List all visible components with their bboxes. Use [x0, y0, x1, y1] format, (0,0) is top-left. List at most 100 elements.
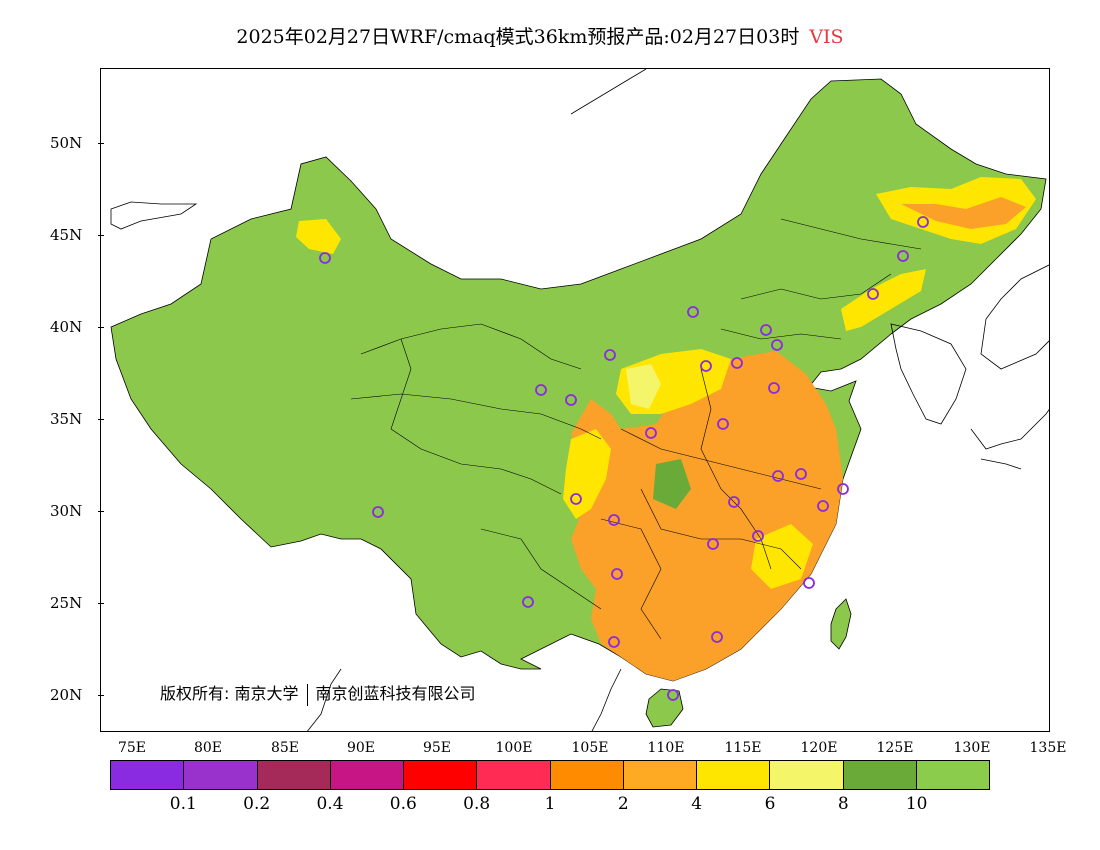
colorbar-cell	[111, 761, 185, 789]
city-markers	[319, 216, 929, 701]
city-marker	[867, 288, 879, 300]
vietnam-coast	[307, 668, 622, 731]
hainan-island	[645, 688, 684, 728]
china-landmass	[110, 78, 1047, 682]
colorbar-label: 4	[691, 794, 703, 814]
colorbar-cell	[257, 761, 331, 789]
city-marker	[522, 596, 534, 608]
city-marker	[711, 631, 723, 643]
colorbar-cell	[550, 761, 624, 789]
lon-label-85e: 85E	[270, 740, 300, 756]
northeast-orange-band	[901, 197, 1026, 229]
city-marker	[687, 306, 699, 318]
colorbar-label: 6	[764, 794, 776, 814]
caspian-coast	[110, 201, 198, 230]
copyright-notice: 版权所有: 南京大学 南京创蓝科技有限公司	[160, 680, 476, 706]
japan-coast	[970, 264, 1049, 470]
colorbar-cell	[330, 761, 404, 789]
sakhalin-coast	[570, 69, 647, 115]
low-visibility-region	[571, 351, 843, 681]
xinjiang-patch	[296, 219, 341, 254]
yellow-patch-east	[751, 524, 813, 589]
city-marker	[837, 483, 849, 495]
city-marker	[897, 250, 909, 262]
colorbar-cell	[184, 761, 258, 789]
city-marker	[771, 339, 783, 351]
colorbar	[110, 760, 990, 790]
copyright-org1: 南京大学	[234, 684, 299, 703]
province-borders	[350, 218, 922, 640]
city-marker	[535, 384, 547, 396]
city-marker	[570, 493, 582, 505]
colorbar-label: 0.2	[243, 794, 271, 814]
colorbar-cell	[623, 761, 697, 789]
lat-label-25n: 25N	[50, 594, 104, 612]
colorbar-label: 2	[617, 794, 629, 814]
city-marker	[760, 324, 772, 336]
lat-label-50n: 50N	[50, 134, 104, 152]
map-panel	[100, 68, 1050, 732]
colorbar-label: 8	[837, 794, 849, 814]
lon-label-125e: 125E	[876, 740, 914, 756]
copyright-prefix: 版权所有:	[160, 684, 230, 703]
city-marker	[772, 470, 784, 482]
colorbar-cell	[916, 761, 989, 789]
lon-label-100e: 100E	[495, 740, 533, 756]
colorbar-cell	[843, 761, 917, 789]
green-patch-central	[653, 459, 691, 509]
city-marker	[707, 538, 719, 550]
city-marker	[768, 382, 780, 394]
city-marker	[717, 418, 729, 430]
lat-label-35n: 35N	[50, 410, 104, 428]
city-marker	[752, 530, 764, 542]
city-marker	[731, 357, 743, 369]
map-title: 2025年02月27日WRF/cmaq模式36km预报产品:02月27日03时 V…	[0, 22, 1080, 49]
city-marker	[565, 394, 577, 406]
lat-label-30n: 30N	[50, 502, 104, 520]
city-marker	[803, 577, 815, 589]
pale-patch-central	[626, 364, 661, 409]
city-marker	[667, 689, 679, 701]
title-main: 2025年02月27日WRF/cmaq模式36km预报产品:02月27日03时	[236, 26, 800, 48]
city-marker	[611, 568, 623, 580]
colorbar-label: 1	[544, 794, 556, 814]
lon-label-115e: 115E	[724, 740, 762, 756]
colorbar-cell	[477, 761, 551, 789]
lat-label-40n: 40N	[50, 318, 104, 336]
lon-label-120e: 120E	[800, 740, 838, 756]
title-variable: VIS	[809, 26, 844, 48]
forecast-map	[110, 69, 1049, 731]
city-marker	[608, 514, 620, 526]
city-marker	[604, 349, 616, 361]
lon-label-110e: 110E	[647, 740, 685, 756]
taiwan-island	[830, 598, 852, 650]
city-marker	[795, 468, 807, 480]
city-marker	[319, 252, 331, 264]
lon-label-95e: 95E	[422, 740, 452, 756]
lon-label-130e: 130E	[953, 740, 991, 756]
city-marker	[728, 496, 740, 508]
city-marker	[700, 360, 712, 372]
lon-label-105e: 105E	[571, 740, 609, 756]
colorbar-label: 0.1	[169, 794, 197, 814]
city-marker	[917, 216, 929, 228]
liaoning-band	[841, 269, 926, 331]
colorbar-label: 0.8	[463, 794, 491, 814]
lon-label-75e: 75E	[117, 740, 147, 756]
copyright-org2: 南京创蓝科技有限公司	[315, 684, 476, 703]
colorbar-label: 0.6	[389, 794, 417, 814]
lon-label-90e: 90E	[346, 740, 376, 756]
colorbar-cell	[697, 761, 771, 789]
lat-label-45n: 45N	[50, 226, 104, 244]
city-marker	[817, 500, 829, 512]
city-marker	[372, 506, 384, 518]
korea-peninsula	[890, 323, 967, 425]
city-marker	[608, 636, 620, 648]
colorbar-label: 10	[905, 794, 928, 814]
lat-label-20n: 20N	[50, 686, 104, 704]
yellow-patch-west	[563, 429, 611, 519]
city-marker	[645, 427, 657, 439]
copyright-separator	[306, 683, 308, 706]
colorbar-label: 0.4	[316, 794, 344, 814]
colorbar-cell	[770, 761, 844, 789]
